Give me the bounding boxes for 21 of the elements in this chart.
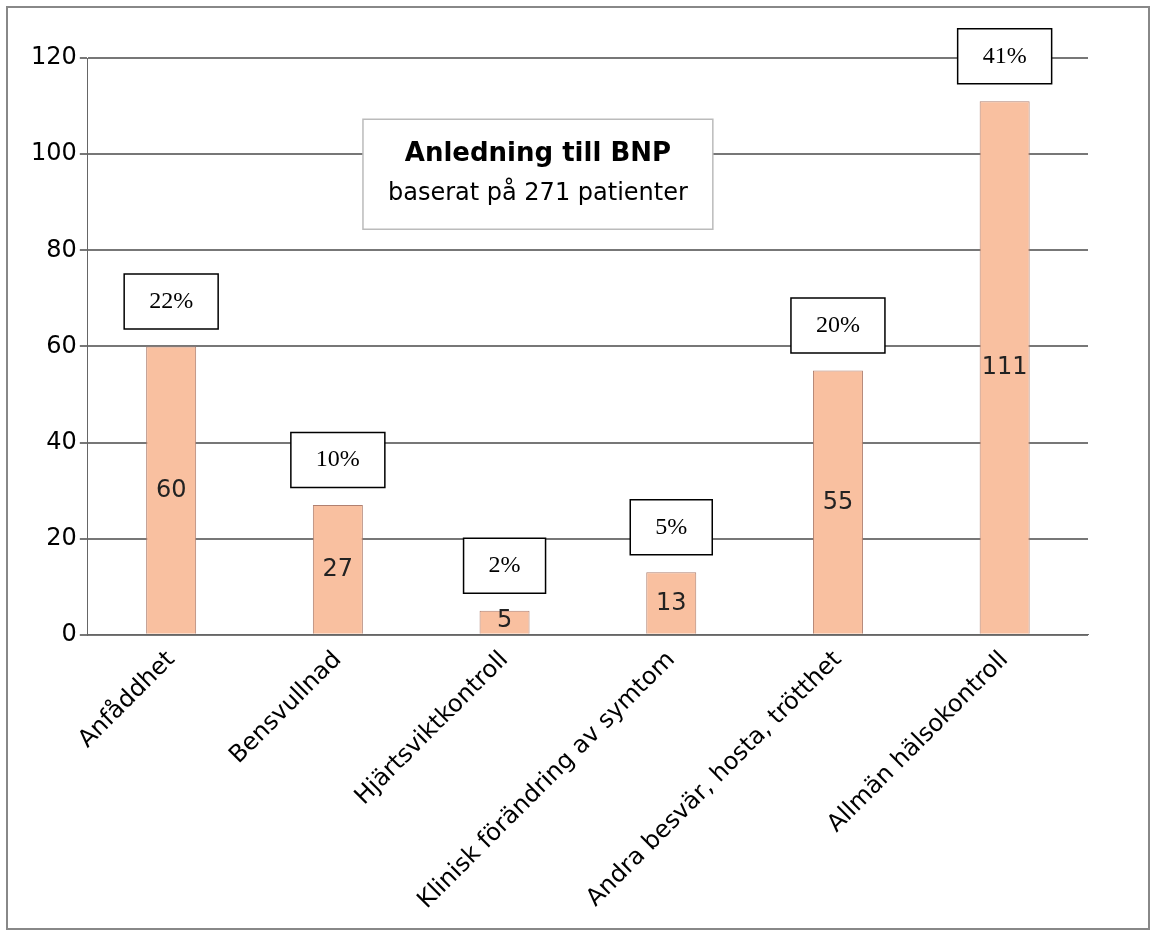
data-label: 111 bbox=[981, 352, 1028, 381]
data-label: 5 bbox=[496, 605, 513, 634]
y-tick-label: 100 bbox=[31, 138, 77, 167]
text: baserat på 271 patienter bbox=[387, 177, 688, 207]
text: Anledning till BNP bbox=[404, 136, 672, 167]
annotation: 20% bbox=[815, 310, 860, 337]
annotation: 41% bbox=[982, 41, 1027, 68]
y-tick-label: 60 bbox=[46, 330, 77, 359]
annotation: 10% bbox=[315, 445, 360, 472]
y-tick-label: 0 bbox=[61, 619, 77, 648]
annotation: 22% bbox=[149, 286, 194, 313]
y-tick-label: 40 bbox=[46, 426, 77, 455]
y-tick-label: 20 bbox=[46, 522, 77, 551]
y-tick-label: 80 bbox=[46, 234, 77, 263]
data-label: 27 bbox=[322, 554, 354, 583]
annotation: 5% bbox=[655, 512, 688, 539]
data-label: 55 bbox=[822, 486, 854, 515]
y-tick-label: 120 bbox=[31, 42, 77, 71]
data-label: 13 bbox=[655, 587, 687, 616]
data-label: 60 bbox=[155, 474, 187, 503]
annotation: 2% bbox=[488, 551, 521, 578]
